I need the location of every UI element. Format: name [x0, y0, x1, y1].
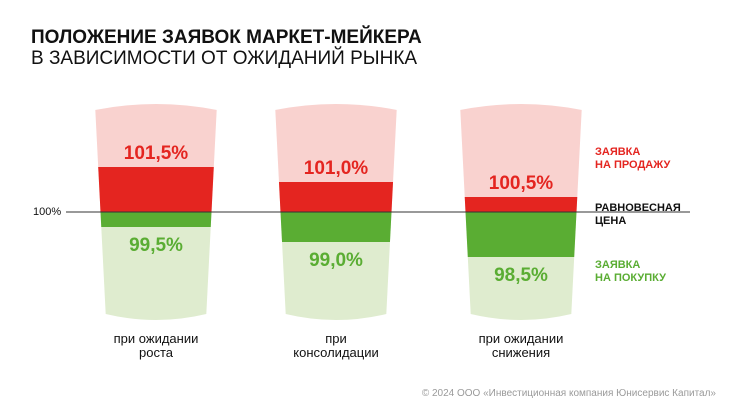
- copyright-footer: © 2024 ООО «Инвестиционная компания Юнис…: [421, 388, 716, 399]
- buy-order-band-growth: [100, 212, 212, 227]
- sell-order-band-decline: [464, 197, 578, 212]
- category-label-decline: при ожидании снижения: [478, 331, 564, 360]
- buy-order-band-consolidation: [280, 212, 392, 242]
- legend-sell-order: ЗАЯВКА НА ПРОДАЖУ: [595, 146, 671, 171]
- buy-value-label-consolidation: 99,0%: [309, 250, 363, 271]
- cup-base-decline: [470, 314, 572, 320]
- buy-order-band-decline: [465, 212, 577, 257]
- chart-subtitle: В ЗАВИСИМОСТИ ОТ ОЖИДАНИЙ РЫНКА: [31, 48, 418, 69]
- sell-order-band-growth: [98, 167, 214, 212]
- cup-base-consolidation: [285, 314, 387, 320]
- sell-order-band-consolidation: [278, 182, 394, 212]
- cup-rim-consolidation: [275, 104, 397, 110]
- sell-value-label-decline: 100,5%: [489, 173, 554, 194]
- cup-rim-decline: [460, 104, 582, 110]
- sell-value-label-consolidation: 101,0%: [304, 158, 369, 179]
- buy-value-label-growth: 99,5%: [129, 235, 183, 256]
- legend-equilibrium-price: РАВНОВЕСНАЯ ЦЕНА: [595, 202, 681, 227]
- chart-title: ПОЛОЖЕНИЕ ЗАЯВОК МАРКЕТ-МЕЙКЕРА: [31, 27, 422, 48]
- reference-label: 100%: [33, 206, 62, 218]
- category-label-growth: при ожидании роста: [113, 331, 199, 360]
- cup-base-growth: [105, 314, 207, 320]
- sell-zone-light-decline: [460, 110, 582, 212]
- sell-value-label-growth: 101,5%: [124, 143, 189, 164]
- buy-value-label-decline: 98,5%: [494, 265, 548, 286]
- category-label-consolidation: при консолидации: [293, 331, 379, 360]
- buy-zone-light-growth: [100, 212, 212, 314]
- cup-rim-growth: [95, 104, 217, 110]
- legend-buy-order: ЗАЯВКА НА ПОКУПКУ: [595, 259, 666, 284]
